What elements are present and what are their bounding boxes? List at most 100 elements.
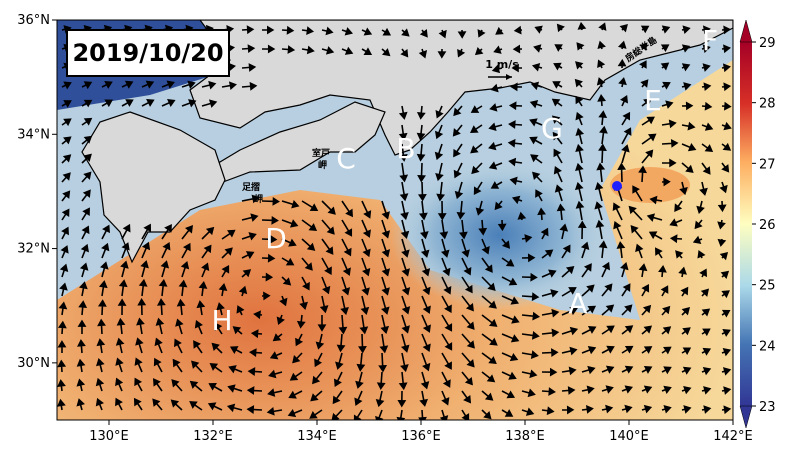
current-arrow	[261, 234, 278, 244]
current-arrow	[241, 269, 252, 278]
current-arrow	[601, 345, 615, 354]
current-arrow	[721, 290, 730, 299]
axes: 130°E 132°E 134°E 136°E 138°E 140°E 142°E 30°N 3…	[17, 13, 775, 444]
letter-e: E	[644, 84, 662, 117]
current-arrow	[521, 369, 538, 379]
current-arrow	[721, 162, 730, 173]
current-arrow	[400, 219, 410, 239]
current-arrow	[121, 242, 130, 259]
current-arrow	[541, 328, 560, 338]
current-arrow	[721, 367, 732, 376]
current-arrow	[561, 244, 571, 259]
current-arrow	[561, 265, 575, 278]
current-arrow	[661, 404, 672, 414]
current-arrow	[341, 219, 353, 237]
current-arrow	[701, 25, 711, 35]
current-arrow	[57, 379, 66, 392]
current-arrow	[721, 309, 731, 318]
current-arrow	[658, 264, 667, 278]
current-arrow	[209, 363, 223, 373]
current-arrow	[641, 385, 653, 394]
current-arrow	[561, 326, 579, 336]
current-arrow	[530, 81, 543, 91]
current-arrow	[261, 215, 279, 225]
current-arrow	[301, 200, 319, 212]
current-arrow	[661, 119, 677, 129]
current-arrow	[441, 314, 453, 332]
current-arrow	[581, 326, 597, 335]
letter-g: G	[541, 112, 563, 145]
colorbar-max	[739, 19, 753, 43]
current-arrow	[481, 238, 490, 255]
current-arrow	[596, 77, 606, 88]
colorbar-tick-label: 27	[759, 157, 776, 172]
current-arrow	[421, 295, 431, 314]
current-arrow	[598, 110, 608, 126]
current-arrow	[692, 235, 703, 244]
current-arrow	[561, 306, 578, 316]
current-arrow	[681, 385, 692, 395]
current-arrow	[381, 27, 392, 36]
current-arrow	[61, 208, 70, 221]
current-arrow	[574, 181, 584, 202]
current-arrow	[581, 345, 597, 355]
current-arrow	[121, 80, 134, 89]
current-arrow	[681, 121, 696, 131]
current-arrow	[401, 28, 410, 37]
current-arrow	[292, 352, 303, 364]
current-arrow	[396, 409, 406, 420]
current-arrow	[635, 243, 644, 259]
current-arrow	[321, 238, 334, 255]
current-arrow	[208, 383, 223, 392]
current-arrow	[680, 286, 689, 297]
current-arrow	[288, 390, 303, 399]
current-arrow	[400, 48, 409, 58]
current-arrow	[632, 185, 643, 202]
current-arrow	[533, 44, 543, 53]
current-arrow	[361, 276, 370, 296]
current-arrow	[250, 329, 263, 339]
current-arrow	[641, 346, 653, 354]
current-arrow	[701, 101, 713, 111]
current-arrow	[621, 385, 634, 394]
current-arrow	[247, 367, 263, 376]
current-arrow	[553, 62, 563, 71]
current-arrow	[61, 226, 69, 240]
map-frame	[56, 19, 734, 421]
current-arrow	[641, 304, 652, 316]
current-arrow	[481, 276, 496, 291]
current-arrow	[181, 80, 196, 90]
current-arrow	[381, 219, 391, 239]
current-arrow	[488, 161, 503, 170]
current-arrow	[420, 371, 430, 390]
current-arrow	[681, 44, 691, 53]
current-arrow	[501, 314, 520, 324]
current-arrow	[60, 245, 69, 259]
current-arrow	[513, 25, 523, 35]
current-arrow	[701, 143, 714, 152]
current-arrow	[620, 95, 629, 107]
current-arrow	[717, 200, 727, 213]
current-arrow	[511, 63, 523, 73]
current-arrow	[495, 26, 504, 35]
current-arrow	[452, 124, 463, 137]
current-arrow	[95, 377, 105, 392]
current-arrow	[157, 298, 166, 316]
current-arrow	[649, 195, 663, 205]
current-arrow	[509, 176, 523, 186]
current-arrow	[681, 82, 692, 91]
current-arrow	[221, 229, 236, 240]
current-arrow	[597, 40, 606, 50]
current-arrow	[335, 352, 344, 370]
current-arrow	[457, 29, 467, 39]
current-arrow	[617, 58, 627, 69]
current-arrow	[57, 340, 67, 354]
current-arrow	[341, 238, 352, 257]
current-arrow	[358, 333, 367, 354]
current-arrow	[401, 276, 411, 296]
current-arrow	[661, 366, 672, 375]
current-arrow	[226, 403, 243, 413]
current-arrow	[681, 101, 694, 111]
current-vectors	[57, 21, 732, 420]
current-arrow	[639, 42, 648, 51]
